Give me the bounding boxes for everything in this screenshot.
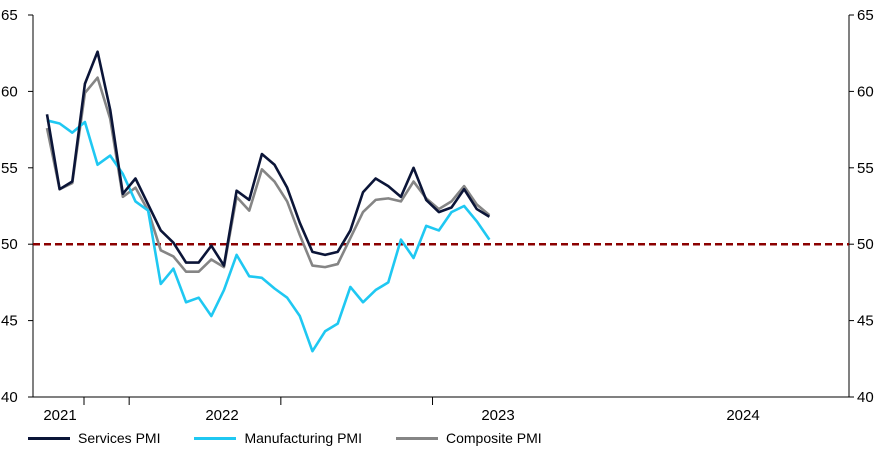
composite-pmi-line	[45, 76, 491, 274]
left-y-tick-label: 45	[1, 313, 18, 330]
legend-swatch-composite	[395, 436, 438, 440]
legend-swatch-services	[28, 436, 70, 440]
x-tick-label: 2021	[43, 407, 76, 424]
left-y-tick-label: 65	[1, 7, 18, 24]
legend-item-manufacturing: Manufacturing PMI	[194, 430, 362, 446]
right-y-tick-label: 40	[857, 389, 874, 406]
legend-label-composite: Composite PMI	[445, 430, 542, 446]
left-y-tick-label: 50	[1, 236, 18, 253]
legend-item-composite: Composite PMI	[395, 430, 542, 446]
services-pmi-line	[45, 50, 491, 267]
right-y-tick-label: 50	[857, 236, 874, 253]
right-y-tick-label: 55	[857, 160, 874, 177]
right-y-tick-label: 60	[857, 83, 874, 100]
legend-label-services: Services PMI	[78, 430, 161, 446]
chart-legend: Services PMI Manufacturing PMI Composite…	[28, 428, 576, 448]
x-tick-label: 2023	[481, 407, 514, 424]
right-y-tick-label: 65	[857, 7, 874, 24]
right-y-tick-label: 45	[857, 313, 874, 330]
left-y-tick-label: 55	[1, 160, 18, 177]
x-tick-label: 2024	[726, 407, 759, 424]
legend-item-services: Services PMI	[28, 430, 160, 446]
legend-label-manufacturing: Manufacturing PMI	[244, 430, 362, 446]
x-tick-label: 2022	[205, 407, 238, 424]
manufacturing-pmi-line	[46, 119, 491, 353]
left-y-tick-label: 40	[1, 389, 18, 406]
left-y-tick-label: 60	[1, 83, 18, 100]
legend-swatch-manufacturing	[194, 436, 237, 440]
